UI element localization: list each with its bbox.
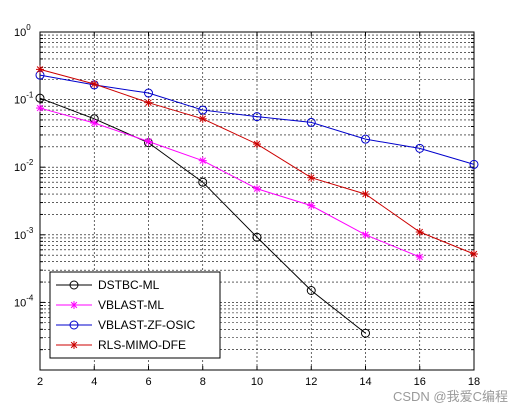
data-point	[307, 173, 316, 182]
data-point	[415, 252, 424, 261]
x-tick-label: 2	[37, 376, 43, 388]
y-tick-label: 10-2	[14, 158, 34, 174]
data-point	[252, 232, 262, 242]
data-point	[469, 159, 479, 169]
data-point	[415, 143, 425, 153]
legend-label: VBLAST-ZF-OSIC	[98, 318, 196, 332]
legend-entry: VBLAST-ZF-OSIC	[56, 318, 196, 332]
data-point	[306, 285, 316, 295]
data-point	[361, 190, 370, 199]
series-line	[39, 74, 475, 165]
x-tick-label: 14	[359, 376, 371, 388]
legend-label: RLS-MIMO-DFE	[98, 338, 186, 352]
x-tick-label: 12	[305, 376, 317, 388]
legend-label: VBLAST-ML	[98, 298, 164, 312]
x-tick-label: 18	[468, 376, 480, 388]
series	[35, 65, 479, 338]
data-point	[36, 104, 44, 113]
data-point	[198, 105, 208, 115]
watermark: CSDN @我爱C编程	[392, 389, 508, 404]
data-point	[198, 177, 208, 187]
series-rls-mimo-dfe	[36, 65, 478, 258]
x-tick-label: 16	[414, 376, 426, 388]
legend-marker	[70, 301, 78, 309]
legend-label: DSTBC-ML	[98, 278, 160, 292]
data-point	[253, 184, 261, 193]
data-point	[361, 134, 370, 144]
data-point	[361, 230, 370, 239]
data-point	[470, 249, 478, 258]
x-tick-label: 6	[145, 376, 151, 388]
data-point	[90, 119, 99, 128]
data-point	[144, 98, 153, 107]
series-line	[39, 107, 420, 258]
legend-marker	[69, 280, 79, 290]
legend-marker	[70, 341, 78, 349]
ticks: 2 4 6 8 10 12 14 16 18 100 10-1 10-2 10-3 10-4	[14, 23, 480, 388]
data-point	[144, 88, 153, 98]
data-point	[35, 93, 45, 103]
y-tick-label: 100	[14, 23, 31, 39]
x-tick-label: 10	[251, 376, 263, 388]
legend-entry: RLS-MIMO-DFE	[56, 338, 186, 352]
data-point	[198, 156, 207, 165]
data-point	[36, 65, 44, 74]
y-tick-label: 10-1	[14, 91, 34, 107]
legend-entry: DSTBC-ML	[56, 278, 160, 292]
x-tick-label: 4	[91, 376, 97, 388]
data-point	[253, 140, 261, 149]
data-point	[252, 112, 262, 122]
series-line	[39, 97, 366, 334]
legend-box	[49, 271, 221, 359]
y-tick-label: 10-3	[14, 226, 34, 242]
data-point	[306, 117, 316, 127]
legend-entry: VBLAST-ML	[56, 298, 164, 312]
y-tick-label: 10-4	[14, 293, 34, 309]
legend: DSTBC-ML VBLAST-ML VBLAST-ZF-OSIC RLS-MIMO-…	[49, 271, 221, 359]
data-point	[198, 114, 207, 123]
data-point	[90, 80, 99, 89]
series-vblast-ml	[36, 104, 424, 261]
data-point	[415, 228, 424, 237]
x-tick-label: 8	[200, 376, 206, 388]
data-point	[144, 137, 153, 146]
legend-marker	[69, 320, 79, 330]
data-point	[361, 328, 370, 338]
data-point	[307, 201, 316, 210]
